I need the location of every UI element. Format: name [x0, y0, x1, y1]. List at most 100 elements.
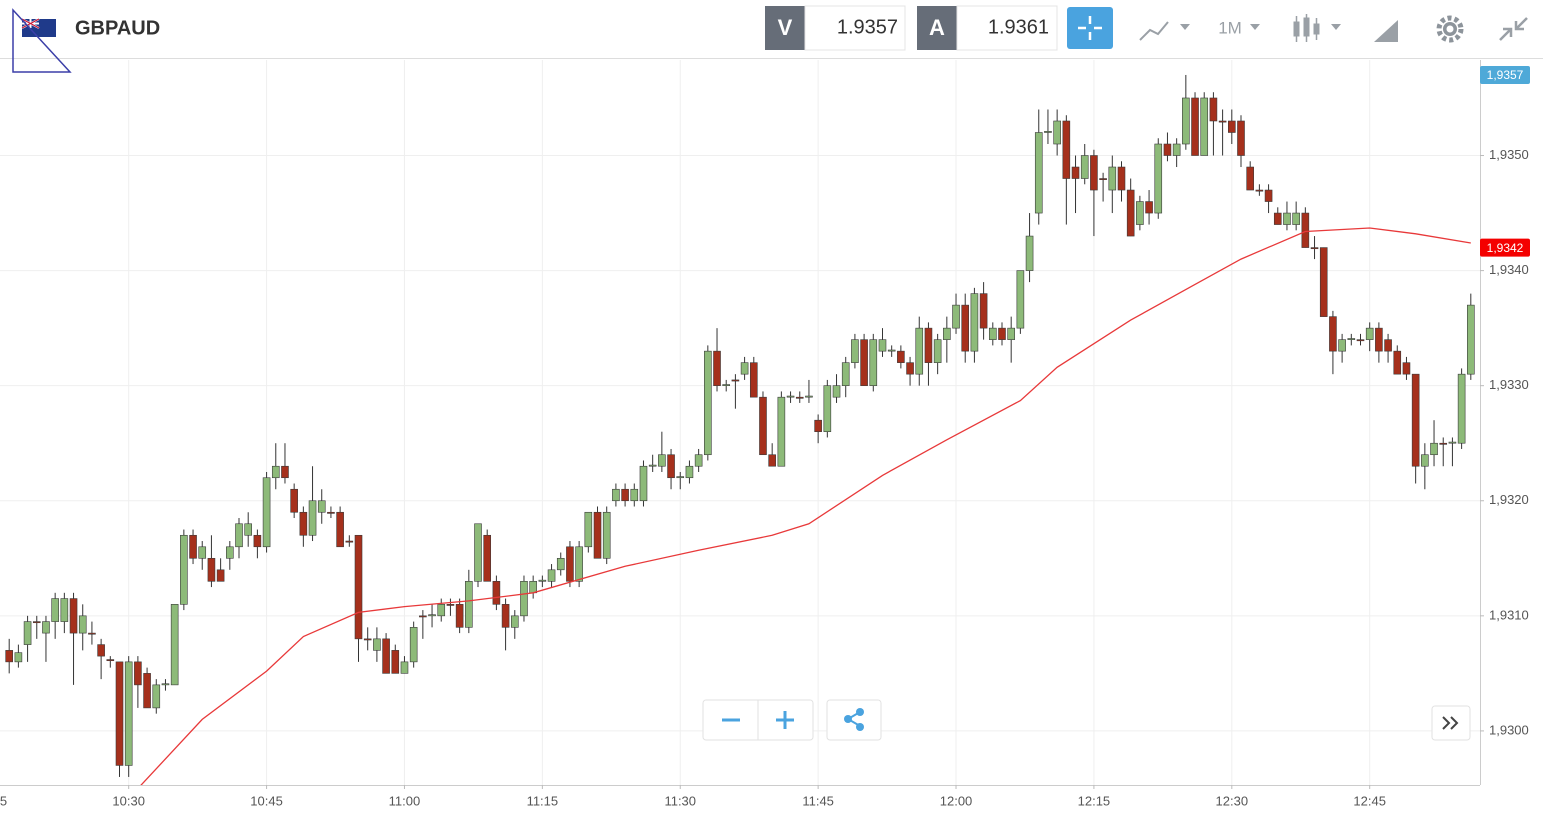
ask-box: [956, 5, 1058, 51]
candle-body: [1117, 166, 1126, 191]
candle-body: [814, 419, 822, 433]
candle-body: [529, 581, 537, 594]
price-tag: [1480, 65, 1530, 84]
candle-body: [483, 534, 492, 582]
candle-body: [1347, 338, 1356, 340]
candle-body: [170, 604, 179, 686]
candle-body: [1421, 454, 1429, 467]
candle-body: [924, 327, 933, 363]
plot-area: [5, 74, 1475, 785]
crosshair-button[interactable]: [1067, 7, 1113, 49]
candle-body: [1154, 143, 1163, 214]
candle-body: [961, 304, 970, 352]
candle-body: [667, 454, 675, 479]
settings-button[interactable]: [1436, 15, 1464, 43]
candle-body: [235, 523, 243, 548]
candle-body: [602, 511, 611, 559]
candle-body: [437, 604, 446, 617]
candle-body: [777, 396, 786, 467]
candle-body: [299, 511, 308, 536]
x-tick-label: 10:15: [0, 793, 7, 808]
candle-body: [391, 650, 400, 674]
collapse-button[interactable]: [1499, 17, 1528, 41]
candle-body: [1025, 235, 1034, 271]
candle-body: [566, 546, 574, 582]
candle-body: [51, 598, 59, 622]
candle-style-button[interactable]: [1293, 14, 1341, 42]
candle-body: [658, 454, 666, 467]
candle-body: [1310, 247, 1319, 250]
candle-body: [704, 350, 712, 456]
candle-body: [1172, 143, 1181, 156]
candle-body: [1384, 339, 1392, 352]
candle-body: [676, 476, 685, 479]
candle-body: [161, 683, 170, 686]
candle-body: [1430, 442, 1438, 456]
candle-body: [943, 327, 951, 340]
candle-body: [749, 362, 758, 398]
y-tick-label: 1,9340: [1489, 262, 1529, 277]
candle-body: [336, 511, 344, 548]
candle-body: [1255, 189, 1264, 192]
candle-body: [262, 477, 271, 548]
timeframe-caret: [1250, 24, 1260, 30]
share-button[interactable]: [826, 699, 882, 741]
zoom-in[interactable]: [776, 711, 794, 729]
symbol: GBPAUD: [75, 17, 160, 39]
candle-body: [1200, 97, 1209, 156]
candle-body: [226, 546, 234, 559]
x-tick-label: 12:30: [1216, 793, 1249, 808]
candle-body: [501, 604, 510, 628]
candle-body: [115, 661, 124, 766]
candle-body: [575, 546, 583, 582]
candle-body: [1228, 120, 1236, 133]
candle-body: [648, 464, 657, 467]
candle-body: [1448, 441, 1457, 444]
candle-body: [1099, 178, 1107, 180]
candle-body: [805, 395, 813, 398]
candle-body: [685, 465, 694, 479]
candle-body: [731, 379, 740, 382]
timeframe[interactable]: 1M: [1218, 18, 1242, 37]
candle-body: [1007, 327, 1015, 340]
chart-type-button[interactable]: [1139, 21, 1190, 41]
bid-price: 1.9357: [837, 16, 898, 38]
candle-body: [244, 523, 252, 536]
draw-button[interactable]: [1374, 20, 1398, 42]
candle-body: [1439, 442, 1448, 445]
candle-body: [1136, 201, 1144, 225]
candle-body: [722, 384, 731, 386]
candle-body: [281, 465, 289, 479]
moving-average-line: [140, 227, 1471, 785]
x-tick-label: 11:30: [664, 793, 696, 808]
scroll-end-button[interactable]: [1431, 705, 1471, 741]
ask-price: 1.9361: [988, 16, 1049, 38]
candle-body: [455, 604, 464, 628]
candle-body: [1356, 339, 1365, 342]
candle-body: [308, 500, 317, 536]
candle-body: [1016, 270, 1025, 329]
bid-box: [804, 5, 906, 51]
candle-body: [1273, 212, 1282, 225]
candle-body: [474, 523, 482, 582]
axis-labels: 1,9300 1,9310 1,9320 1,9330 1,9340 1,9350 10:1…: [0, 65, 1530, 808]
candle-body: [851, 339, 859, 363]
price-tag-label: 1,9342: [1487, 241, 1524, 255]
candle-body: [446, 604, 455, 606]
candle-body: [887, 349, 896, 352]
candle-body: [14, 652, 23, 663]
candle-body: [897, 350, 905, 363]
bid-button[interactable]: [765, 6, 805, 50]
candle-body: [253, 534, 262, 548]
candle-body: [207, 557, 216, 582]
candle-body: [786, 395, 795, 398]
grid: [0, 60, 1480, 785]
candle-body: [1402, 362, 1411, 375]
candle-body: [1126, 189, 1135, 237]
candle-body: [860, 339, 868, 386]
ask-button[interactable]: [917, 6, 957, 50]
candle-body: [152, 684, 161, 709]
candle-body: [180, 534, 188, 605]
candle-body: [556, 557, 565, 571]
candle-body: [465, 581, 473, 628]
